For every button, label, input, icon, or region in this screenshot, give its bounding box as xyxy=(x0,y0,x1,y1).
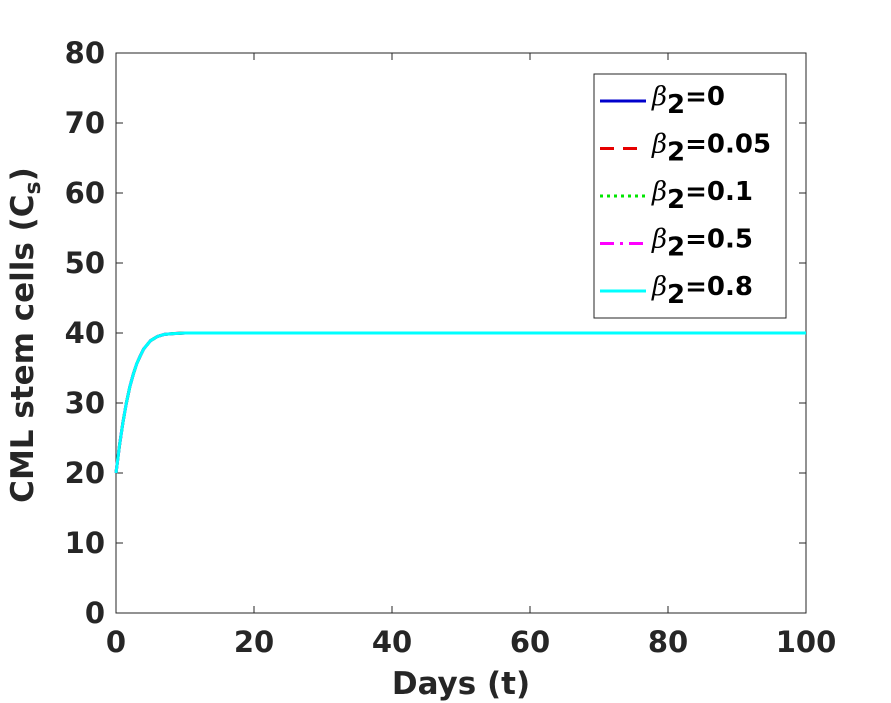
legend-label-2: β2=0.1 xyxy=(651,177,753,215)
x-tick-label: 40 xyxy=(372,625,412,659)
y-tick-label: 70 xyxy=(65,106,105,140)
series-line-4 xyxy=(114,331,806,474)
x-tick-label: 100 xyxy=(776,625,837,659)
y-tick-label: 20 xyxy=(65,456,105,490)
axis-tick-labels: 0 20 40 60 80 100 0 10 20 30 40 50 60 70 80 xyxy=(65,36,837,659)
y-tick-label: 60 xyxy=(65,176,105,210)
legend-box xyxy=(593,73,787,319)
y-axis-label: CML stem cells (Cs) xyxy=(5,167,46,503)
axis-ticks xyxy=(115,52,807,614)
y-tick-label: 50 xyxy=(65,246,105,280)
legend: β2=0 β2=0.05 β2=0.1 β2=0.5 β2=0.8 xyxy=(593,73,787,319)
legend-label-4: β2=0.8 xyxy=(651,272,753,310)
y-axis-label-subscript: s xyxy=(21,181,46,194)
x-tick-label: 80 xyxy=(648,625,688,659)
legend-label-3: β2=0.5 xyxy=(651,225,753,263)
y-tick-label: 10 xyxy=(65,526,105,560)
x-tick-label: 60 xyxy=(510,625,550,659)
y-tick-label: 40 xyxy=(65,316,105,350)
y-axis-label-group: CML stem cells (Cs) xyxy=(5,167,46,503)
legend-label-1: β2=0.05 xyxy=(651,130,771,168)
y-tick-label: 0 xyxy=(85,596,105,630)
y-tick-label: 30 xyxy=(65,386,105,420)
x-axis-label: Days (t) xyxy=(392,666,530,702)
legend-label-0: β2=0 xyxy=(651,82,725,120)
series-lines xyxy=(114,331,806,474)
x-tick-label: 0 xyxy=(106,625,126,659)
y-tick-label: 80 xyxy=(65,36,105,70)
x-tick-label: 20 xyxy=(234,625,274,659)
y-axis-label-close: ) xyxy=(5,167,41,181)
y-axis-label-main: CML stem cells (C xyxy=(5,194,41,502)
